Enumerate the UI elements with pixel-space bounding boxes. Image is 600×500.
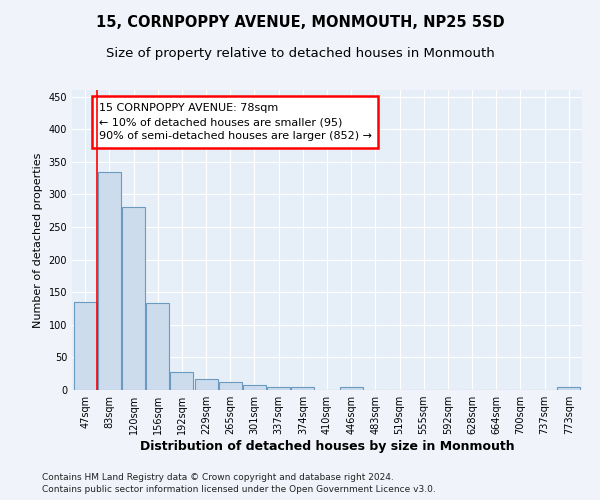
Text: Size of property relative to detached houses in Monmouth: Size of property relative to detached ho…	[106, 48, 494, 60]
Bar	[292, 388, 314, 390]
Bar	[122, 208, 145, 390]
Bar	[340, 388, 362, 390]
Bar	[557, 388, 580, 390]
Bar	[146, 304, 169, 390]
Text: Contains HM Land Registry data © Crown copyright and database right 2024.: Contains HM Land Registry data © Crown c…	[42, 472, 394, 482]
Bar	[74, 302, 97, 390]
Bar	[98, 172, 121, 390]
Text: 15 CORNPOPPY AVENUE: 78sqm
← 10% of detached houses are smaller (95)
90% of semi: 15 CORNPOPPY AVENUE: 78sqm ← 10% of deta…	[99, 103, 372, 141]
Bar	[194, 379, 218, 390]
Bar	[267, 386, 290, 390]
Bar	[219, 382, 242, 390]
Text: Contains public sector information licensed under the Open Government Licence v3: Contains public sector information licen…	[42, 485, 436, 494]
Text: 15, CORNPOPPY AVENUE, MONMOUTH, NP25 5SD: 15, CORNPOPPY AVENUE, MONMOUTH, NP25 5SD	[95, 15, 505, 30]
X-axis label: Distribution of detached houses by size in Monmouth: Distribution of detached houses by size …	[140, 440, 514, 453]
Bar	[243, 386, 266, 390]
Y-axis label: Number of detached properties: Number of detached properties	[33, 152, 43, 328]
Bar	[170, 372, 193, 390]
